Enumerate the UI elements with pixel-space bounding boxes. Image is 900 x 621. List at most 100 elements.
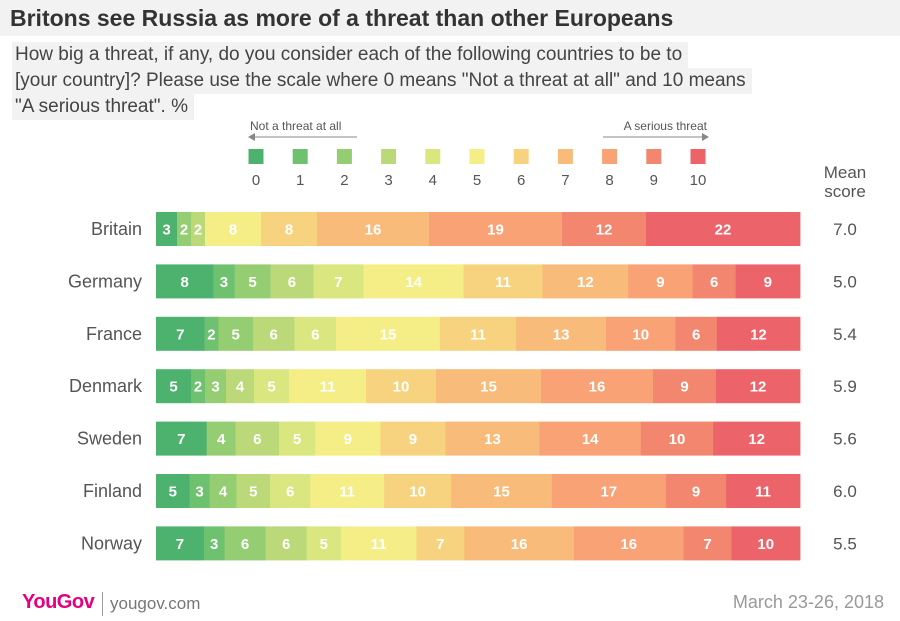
bar-norway-0	[156, 526, 205, 561]
bar-germany-2	[234, 264, 271, 299]
value-label-germany-7: 12	[577, 274, 594, 291]
country-label-sweden: Sweden	[77, 429, 142, 449]
mean-score-britain: 7.0	[833, 220, 857, 239]
value-label-sweden-5: 9	[344, 431, 352, 448]
value-label-denmark-7: 15	[480, 379, 497, 396]
subtitle-line-3: "A serious threat". %	[12, 94, 194, 120]
value-label-denmark-1: 2	[194, 379, 202, 396]
mean-score-germany: 5.0	[833, 272, 857, 291]
value-label-sweden-4: 5	[293, 431, 301, 448]
value-label-britain-5: 8	[229, 222, 237, 239]
bar-sweden-9	[640, 421, 714, 456]
value-label-france-7: 13	[553, 326, 570, 343]
legend-left-arrowhead	[248, 133, 255, 141]
legend-label-6: 6	[517, 172, 525, 189]
bar-britain-9	[562, 212, 647, 246]
country-label-finland: Finland	[83, 481, 142, 501]
value-label-britain-2: 2	[180, 222, 188, 239]
legend-swatch-4	[425, 149, 441, 164]
value-label-sweden-6: 9	[409, 431, 417, 448]
mean-header-line2: score	[824, 182, 866, 201]
subtitle-line-1: How big a threat, if any, do you conside…	[12, 42, 689, 68]
bar-finland-3	[236, 474, 271, 508]
bar-finland-6	[384, 474, 452, 508]
bar-denmark-0	[156, 369, 192, 404]
value-label-norway-1: 3	[210, 536, 218, 553]
bar-britain-6	[261, 212, 318, 246]
value-label-sweden-9: 10	[669, 431, 686, 448]
bar-britain-8	[429, 212, 563, 246]
legend-label-8: 8	[605, 172, 613, 189]
value-label-france-6: 11	[470, 326, 486, 343]
value-label-britain-8: 19	[487, 222, 504, 239]
mean-score-finland: 6.0	[833, 482, 857, 501]
country-label-britain: Britain	[91, 219, 142, 239]
legend-swatch-8	[602, 149, 618, 164]
legend-swatch-1	[292, 149, 308, 164]
bar-denmark-1	[191, 369, 206, 404]
bar-france-5	[336, 316, 441, 351]
bar-finland-0	[156, 474, 190, 508]
legend-label-10: 10	[690, 172, 707, 189]
bar-norway-10	[731, 526, 801, 561]
country-label-denmark: Denmark	[69, 376, 143, 396]
value-label-germany-5: 14	[405, 274, 422, 291]
value-label-germany-9: 6	[710, 274, 718, 291]
legend-label-1: 1	[296, 172, 304, 189]
legend-right-arrowhead	[702, 133, 709, 141]
legend-label-3: 3	[384, 172, 392, 189]
yougov-logo: YouGov	[22, 591, 95, 613]
value-label-finland-10: 11	[755, 484, 771, 501]
mean-score-norway: 5.5	[833, 534, 857, 553]
value-label-sweden-7: 13	[484, 431, 501, 448]
value-label-finland-5: 11	[339, 484, 355, 501]
bar-france-3	[252, 316, 295, 351]
value-label-france-1: 2	[207, 326, 215, 343]
value-label-denmark-10: 12	[750, 379, 767, 396]
value-label-germany-6: 11	[495, 274, 511, 291]
value-label-norway-3: 6	[282, 536, 290, 553]
value-label-finland-1: 3	[195, 484, 203, 501]
value-label-germany-2: 5	[248, 274, 256, 291]
value-label-britain-3: 2	[194, 222, 202, 239]
legend-label-5: 5	[473, 172, 481, 189]
bar-france-7	[516, 316, 607, 351]
bar-denmark-4	[254, 369, 290, 404]
bar-britain-5	[205, 212, 262, 246]
bar-norway-2	[224, 526, 267, 561]
bar-norway-8	[573, 526, 684, 561]
bar-germany-7	[542, 264, 629, 299]
bar-sweden-2	[206, 421, 236, 456]
bar-france-1	[204, 316, 219, 351]
bar-britain-0	[156, 212, 178, 246]
bar-france-2	[218, 316, 254, 351]
country-label-germany: Germany	[68, 271, 142, 291]
value-label-denmark-2: 3	[211, 379, 219, 396]
bar-sweden-8	[539, 421, 642, 456]
legend-label-9: 9	[650, 172, 658, 189]
value-label-denmark-6: 10	[393, 379, 410, 396]
legend-swatch-6	[513, 149, 529, 164]
bar-norway-6	[416, 526, 465, 561]
value-label-denmark-5: 11	[320, 379, 336, 396]
bar-norway-1	[203, 526, 225, 561]
bar-finland-4	[270, 474, 311, 508]
value-label-finland-6: 10	[409, 484, 426, 501]
bar-germany-9	[692, 264, 736, 299]
legend-label-4: 4	[429, 172, 437, 189]
bar-denmark-7	[436, 369, 542, 404]
bar-denmark-8	[541, 369, 654, 404]
value-label-britain-10: 22	[715, 222, 732, 239]
legend-label-0: 0	[252, 172, 260, 189]
value-label-finland-7: 15	[493, 484, 510, 501]
value-label-sweden-8: 14	[582, 431, 599, 448]
legend-swatch-3	[381, 149, 397, 164]
bar-finland-10	[726, 474, 801, 508]
bar-finland-9	[665, 474, 727, 508]
bar-britain-2	[177, 212, 192, 246]
value-label-finland-0: 5	[169, 484, 177, 501]
value-label-france-10: 12	[750, 326, 767, 343]
bar-germany-6	[463, 264, 543, 299]
bar-sweden-0	[156, 421, 208, 456]
value-label-france-2: 5	[231, 326, 239, 343]
